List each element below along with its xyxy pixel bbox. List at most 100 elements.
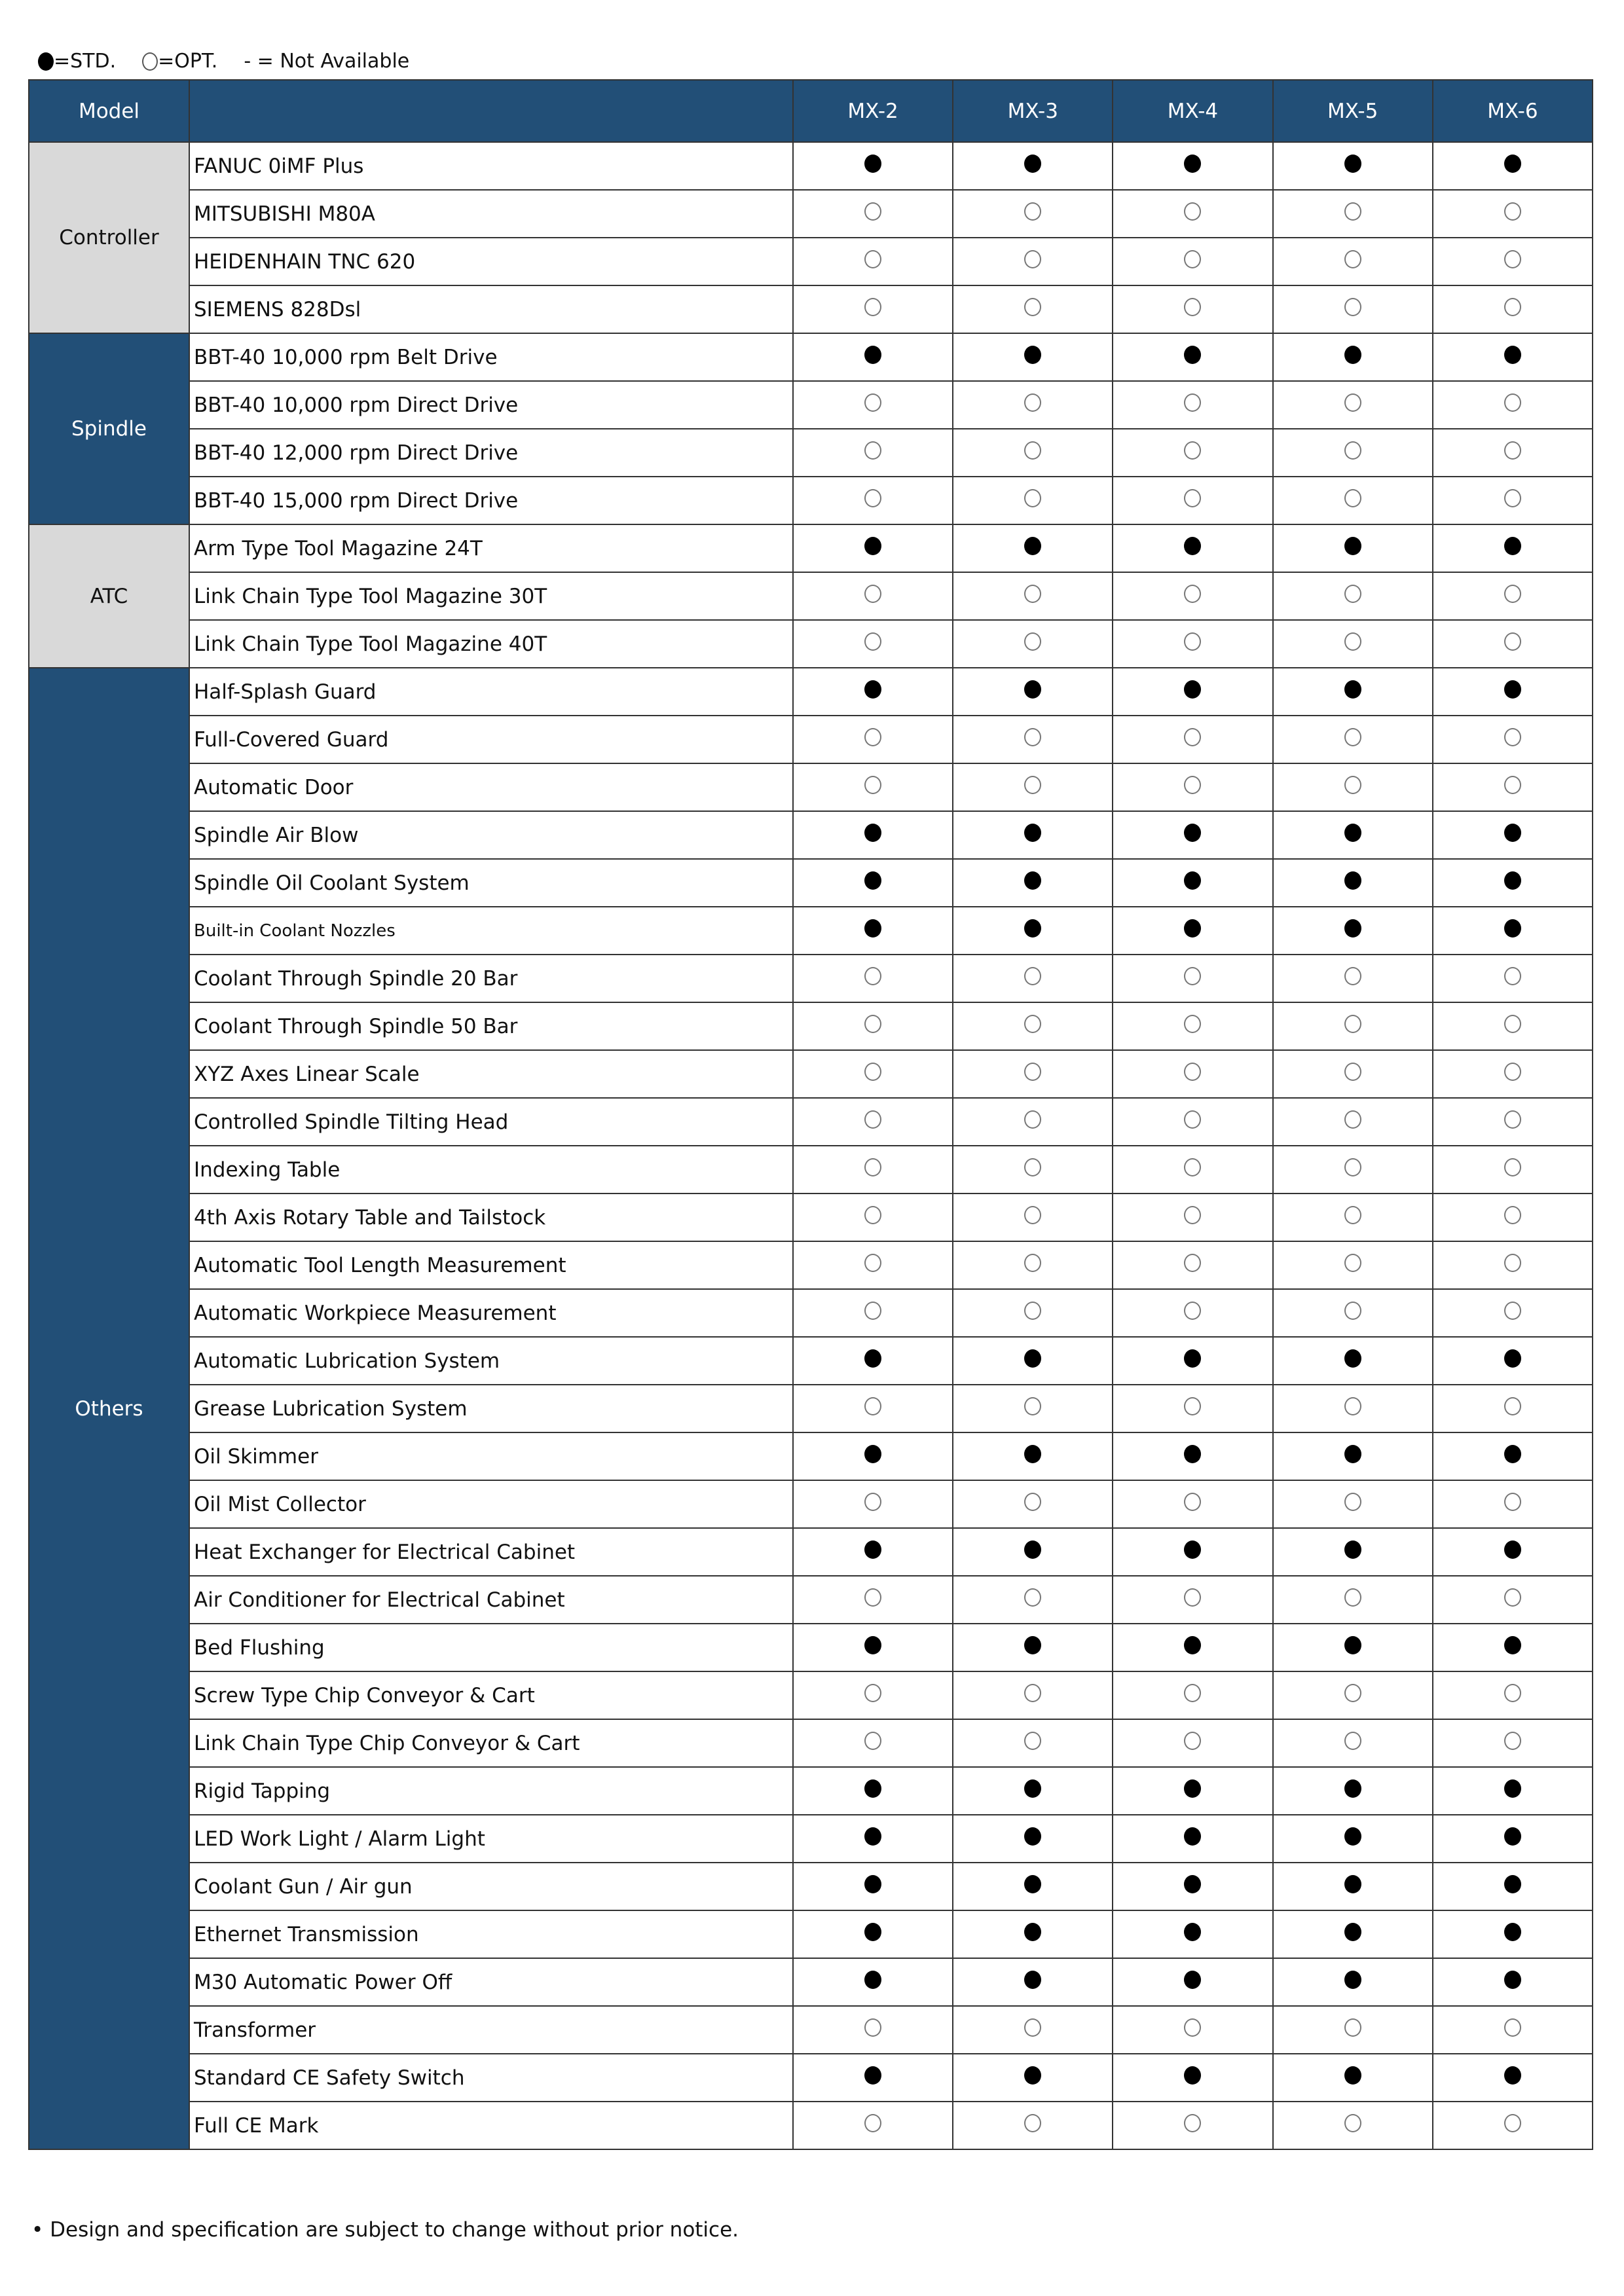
hollow-circle-icon [1184, 1301, 1202, 1320]
availability-cell [1431, 1623, 1594, 1672]
availability-cell [952, 715, 1114, 764]
filled-circle-icon [864, 919, 882, 938]
hollow-circle-icon [1344, 1110, 1361, 1129]
hollow-circle-icon [1024, 1062, 1042, 1081]
filled-circle-icon [1344, 536, 1361, 555]
availability-cell [1431, 1766, 1594, 1815]
availability-cell [1112, 763, 1274, 812]
hollow-circle-icon [1504, 1205, 1521, 1224]
hollow-circle-icon [864, 632, 882, 651]
category-others: Others [28, 667, 190, 2150]
filled-circle-icon [1344, 680, 1361, 699]
availability-cell [1272, 1049, 1433, 1099]
hollow-circle-icon [1184, 1492, 1202, 1511]
hollow-circle-icon [1184, 1110, 1202, 1129]
hollow-circle-icon [1344, 1683, 1361, 1702]
availability-cell [792, 1049, 954, 1099]
filled-circle-icon [1184, 536, 1202, 555]
table-row: Spindle BBT-40 10,000 rpm Belt Drive [28, 333, 1594, 525]
availability-cell [1272, 285, 1433, 334]
filled-circle-icon [1344, 1970, 1361, 1989]
filled-circle-icon [1184, 154, 1202, 173]
availability-cell [792, 858, 954, 907]
header-row: Model MX-2 MX-3 MX-4 MX-5 MX-6 [28, 79, 1594, 143]
hollow-circle-icon [864, 1731, 882, 1750]
table-row: Full CE Mark [29, 2101, 1594, 2150]
availability-cell [1272, 1480, 1433, 1529]
availability-cell [1431, 1862, 1594, 1911]
availability-cell [1112, 1480, 1274, 1529]
filled-circle-icon [1024, 1827, 1042, 1846]
table-row: Screw Type Chip Conveyor & Cart [29, 1671, 1594, 1720]
availability-cell [1272, 1288, 1433, 1338]
availability-cell [1112, 1527, 1274, 1576]
hollow-circle-icon [1184, 1205, 1202, 1224]
feature-name: M30 Automatic Power Off [189, 1958, 794, 2007]
hollow-circle-icon [1504, 297, 1521, 316]
availability-cell [1272, 1145, 1433, 1194]
legend-na: - = Not Available [244, 50, 410, 73]
feature-name: XYZ Axes Linear Scale [189, 1049, 794, 1099]
availability-cell [1431, 189, 1594, 238]
filled-circle-icon [1344, 1827, 1361, 1846]
filled-circle-icon [1184, 1970, 1202, 1989]
table-row: ATC Arm Type Tool Magazine 24T [28, 524, 1594, 668]
feature-name: Full CE Mark [189, 2101, 794, 2150]
availability-cell [792, 1193, 954, 1242]
hollow-circle-icon [1344, 1062, 1361, 1081]
availability-cell [792, 1432, 954, 1481]
availability-cell [792, 141, 954, 191]
availability-cell [1112, 2053, 1274, 2102]
table-row: BBT-40 12,000 rpm Direct Drive [29, 428, 1594, 477]
filled-circle-icon [1504, 154, 1521, 173]
availability-cell [792, 1814, 954, 1863]
availability-cell [1431, 285, 1594, 334]
feature-name: Coolant Through Spindle 50 Bar [189, 1002, 794, 1051]
filled-circle-icon [864, 1349, 882, 1368]
availability-cell [1272, 1719, 1433, 1768]
availability-cell [1272, 1384, 1433, 1433]
filled-circle-icon [864, 1827, 882, 1846]
availability-cell [792, 619, 954, 668]
table-row: Automatic Lubrication System [29, 1336, 1594, 1385]
hollow-circle-icon [1504, 202, 1521, 221]
availability-cell [1112, 1958, 1274, 2007]
table-row: Spindle Oil Coolant System [29, 858, 1594, 907]
table-row: Controller FANUC 0iMF Plus [28, 141, 1594, 334]
hollow-circle-icon [1024, 393, 1042, 412]
feature-name: Oil Mist Collector [189, 1480, 794, 1529]
filled-circle-icon [1184, 1779, 1202, 1798]
availability-cell [952, 1384, 1114, 1433]
hollow-circle-icon [1504, 1588, 1521, 1607]
table-row: BBT-40 10,000 rpm Direct Drive [29, 380, 1594, 429]
availability-cell [1112, 333, 1274, 382]
hollow-circle-icon [1024, 249, 1042, 268]
availability-cell [1272, 2053, 1433, 2102]
availability-cell [952, 476, 1114, 525]
availability-cell [1112, 1384, 1274, 1433]
availability-cell [1272, 1097, 1433, 1146]
availability-cell [1431, 1193, 1594, 1242]
filled-circle-icon [1504, 1349, 1521, 1368]
availability-cell [1112, 476, 1274, 525]
hollow-circle-icon [864, 1396, 882, 1415]
availability-cell [952, 1719, 1114, 1768]
availability-cell [792, 715, 954, 764]
filled-circle-icon [1024, 1635, 1042, 1654]
table-row: Automatic Workpiece Measurement [29, 1288, 1594, 1338]
hollow-circle-icon [1344, 1731, 1361, 1750]
hollow-circle-icon [1184, 1014, 1202, 1033]
availability-cell [1272, 763, 1433, 812]
hollow-circle-icon [864, 1301, 882, 1320]
availability-cell [792, 2053, 954, 2102]
availability-cell [1431, 333, 1594, 382]
availability-cell [1431, 906, 1594, 955]
hollow-circle-icon [1344, 249, 1361, 268]
hollow-circle-icon [1024, 441, 1042, 460]
filled-circle-icon [864, 871, 882, 890]
hollow-circle-icon [1344, 1253, 1361, 1272]
feature-name: Link Chain Type Tool Magazine 40T [189, 619, 794, 668]
hollow-circle-icon [1504, 1396, 1521, 1415]
table-row: Grease Lubrication System [29, 1384, 1594, 1433]
availability-cell [1431, 1480, 1594, 1529]
